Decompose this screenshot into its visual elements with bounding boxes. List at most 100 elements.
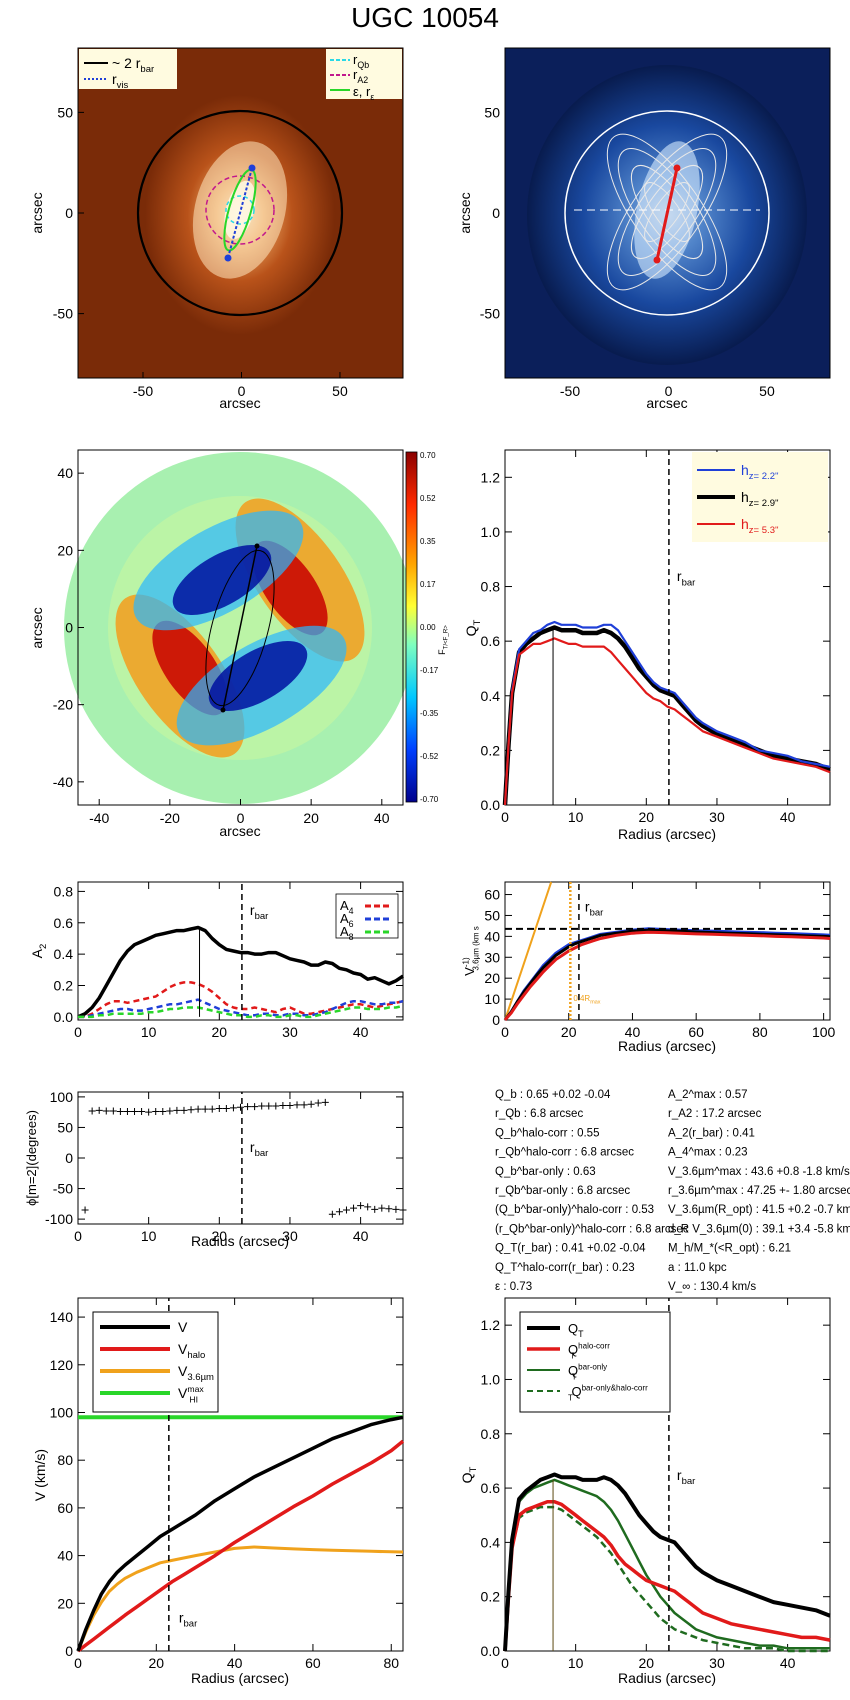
table-right-row: V_∞ : 130.4 km/s <box>668 1281 756 1293</box>
p9-frame <box>504 1297 831 1652</box>
p6-ytick-label: 0 <box>492 1012 500 1028</box>
p7-ytick-label: -100 <box>45 1211 73 1227</box>
p7-point <box>342 1206 350 1214</box>
p1-legend-left <box>79 49 177 89</box>
p4-axes <box>504 449 831 806</box>
p7-point <box>180 1106 188 1114</box>
p7-point <box>123 1108 131 1116</box>
p2-ytick-label: -50 <box>480 306 500 322</box>
p2-rbar-circle <box>564 110 770 316</box>
p5-series-line <box>77 925 404 1019</box>
p5-series-line <box>78 981 404 1019</box>
p5-xtick-label: 20 <box>212 1024 228 1040</box>
p1-xlabel: arcsec <box>219 395 260 411</box>
p7-point <box>293 1101 301 1109</box>
p6-ytick-label: 20 <box>484 970 500 986</box>
p4-ytick-label: 1.2 <box>481 469 501 485</box>
p1-rQb-circle <box>225 195 255 225</box>
p1-rvis-end <box>248 164 256 172</box>
table-right-row: M_h/M_*(<R_opt) : 6.21 <box>668 1243 791 1255</box>
p3-bar-ellipse <box>205 549 275 707</box>
table-left-row: Q_T^halo-corr(r_bar) : 0.23 <box>495 1262 635 1274</box>
p6-ytick-label: 10 <box>484 991 500 1007</box>
p7-point <box>392 1205 400 1213</box>
p3-colorbar-tick: -0.17 <box>420 666 439 675</box>
p9-series-line <box>503 1505 830 1653</box>
p6-xtick-label: 40 <box>625 1024 641 1040</box>
p3-colorbar <box>405 451 418 803</box>
table-right-row: a : 11.0 kpc <box>668 1262 727 1274</box>
p6-rmax-label: 0.4Rmax <box>573 994 600 1005</box>
p7-point <box>116 1108 124 1116</box>
p4-ytick-label: 0.2 <box>481 742 501 758</box>
p4-ytick-label: 1.0 <box>481 524 501 540</box>
p3-xtick-label: 0 <box>237 810 245 826</box>
table-left-row: Q_b^halo-corr : 0.55 <box>495 1127 599 1139</box>
p8-axes <box>77 1297 404 1652</box>
p6-xlabel: Radius (arcsec) <box>618 1038 716 1054</box>
p5-ylabel: A2 <box>29 944 49 959</box>
p6-ytick-label: 40 <box>484 928 500 944</box>
p2-xtick-label: 50 <box>759 383 775 399</box>
p3-colorbar-tick: 0.70 <box>420 451 436 460</box>
p1-xtick-label: -50 <box>133 383 153 399</box>
p8-xtick-label: 20 <box>149 1655 165 1671</box>
table-right-row: V_3.6µm(R_opt) : 41.5 +0.2 -0.7 km/s <box>668 1204 850 1216</box>
p5-series-line <box>78 1004 404 1019</box>
p7-point <box>81 1206 89 1214</box>
table-left-row: r_Qb^bar-only : 6.8 arcsec <box>495 1185 630 1197</box>
p4-xtick-label: 10 <box>568 809 584 825</box>
p2-contour <box>630 165 704 259</box>
p6-ytick-label: 30 <box>484 949 500 965</box>
p7-ytick-label: 50 <box>57 1119 73 1135</box>
p2-xtick-label: 0 <box>665 383 673 399</box>
p8-series-line <box>76 1439 405 1653</box>
table-right-row: A_4^max : 0.23 <box>668 1147 748 1159</box>
p1-legend-label: ε, rε <box>353 84 374 102</box>
p7-point <box>152 1108 160 1116</box>
p8-xtick-label: 60 <box>305 1655 321 1671</box>
p7-xtick-label: 40 <box>353 1228 369 1244</box>
p7-point <box>272 1102 280 1110</box>
p3-colorbar-tick: 0.52 <box>420 494 436 503</box>
p5-ytick-label: 0.0 <box>54 1009 74 1025</box>
p7-xlabel: Radius (arcsec) <box>191 1233 289 1249</box>
p7-point <box>237 1103 244 1111</box>
p7-point <box>173 1106 181 1114</box>
p8-ytick-label: 80 <box>57 1452 73 1468</box>
p8-xlabel: Radius (arcsec) <box>191 1670 289 1686</box>
p9-rbar-label: rbar <box>677 1467 696 1487</box>
p1-xtick-label: 0 <box>238 383 246 399</box>
p6-ytick-label: 60 <box>484 887 500 903</box>
p9-ytick-label: 1.2 <box>481 1317 501 1333</box>
p7-xtick-label: 20 <box>212 1228 228 1244</box>
p4-xtick-label: 30 <box>709 809 725 825</box>
p6-xtick-label: 80 <box>752 1024 768 1040</box>
p9-ytick-label: 0.6 <box>481 1480 501 1496</box>
p9-legend-label: Qhalo-corr T <box>568 1342 610 1361</box>
p7-point <box>109 1107 117 1115</box>
p9-xtick-label: 20 <box>639 1655 655 1671</box>
p8-legend-label: Vmax HI <box>178 1384 204 1405</box>
p6-frame <box>504 881 831 1021</box>
p7-point <box>95 1106 103 1114</box>
p7-ylabel: ϕ[m=2](degrees) <box>24 1110 39 1206</box>
p7-point <box>300 1101 308 1109</box>
p8-ytick-label: 40 <box>57 1548 73 1564</box>
p4-xtick-label: 0 <box>501 809 509 825</box>
p8-ytick-label: 20 <box>57 1595 73 1611</box>
p1-rA2-circle <box>205 175 275 245</box>
p8-xtick-label: 40 <box>227 1655 243 1671</box>
p7-point <box>371 1205 379 1213</box>
p5-legend-label: A6 <box>340 911 354 929</box>
p3-colorbar-tick: -0.52 <box>420 752 439 761</box>
p9-axes <box>504 1297 831 1652</box>
p9-xtick-label: 10 <box>568 1655 584 1671</box>
p4-ytick-label: 0.0 <box>481 797 501 813</box>
p7-point <box>102 1107 110 1115</box>
p8-ytick-label: 60 <box>57 1500 73 1516</box>
p5-ytick-label: 0.4 <box>54 946 74 962</box>
table-right-row: V_3.6µm^max : 43.6 +0.8 -1.8 km/s <box>668 1166 850 1178</box>
p7-point <box>215 1105 223 1112</box>
